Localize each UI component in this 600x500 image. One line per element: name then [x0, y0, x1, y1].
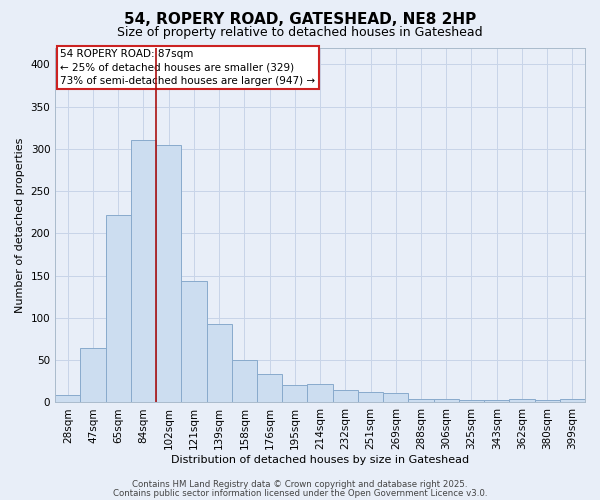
Bar [434, 399, 459, 402]
Bar [535, 400, 560, 402]
Bar [459, 400, 484, 402]
Bar [232, 360, 257, 403]
Bar [106, 215, 131, 402]
Bar [332, 390, 358, 402]
Bar [383, 393, 409, 402]
Bar [560, 399, 585, 402]
Bar [131, 140, 156, 402]
Text: 54 ROPERY ROAD: 87sqm
← 25% of detached houses are smaller (329)
73% of semi-det: 54 ROPERY ROAD: 87sqm ← 25% of detached … [61, 50, 316, 86]
Bar [206, 324, 232, 402]
Text: Contains HM Land Registry data © Crown copyright and database right 2025.: Contains HM Land Registry data © Crown c… [132, 480, 468, 489]
Bar [509, 399, 535, 402]
Bar [409, 399, 434, 402]
Bar [80, 348, 106, 403]
Bar [156, 144, 181, 402]
Bar [55, 395, 80, 402]
Y-axis label: Number of detached properties: Number of detached properties [15, 138, 25, 312]
Bar [282, 384, 307, 402]
Bar [257, 374, 282, 402]
X-axis label: Distribution of detached houses by size in Gateshead: Distribution of detached houses by size … [171, 455, 469, 465]
Text: Contains public sector information licensed under the Open Government Licence v3: Contains public sector information licen… [113, 488, 487, 498]
Bar [181, 281, 206, 402]
Text: Size of property relative to detached houses in Gateshead: Size of property relative to detached ho… [117, 26, 483, 39]
Bar [307, 384, 332, 402]
Text: 54, ROPERY ROAD, GATESHEAD, NE8 2HP: 54, ROPERY ROAD, GATESHEAD, NE8 2HP [124, 12, 476, 28]
Bar [484, 400, 509, 402]
Bar [358, 392, 383, 402]
